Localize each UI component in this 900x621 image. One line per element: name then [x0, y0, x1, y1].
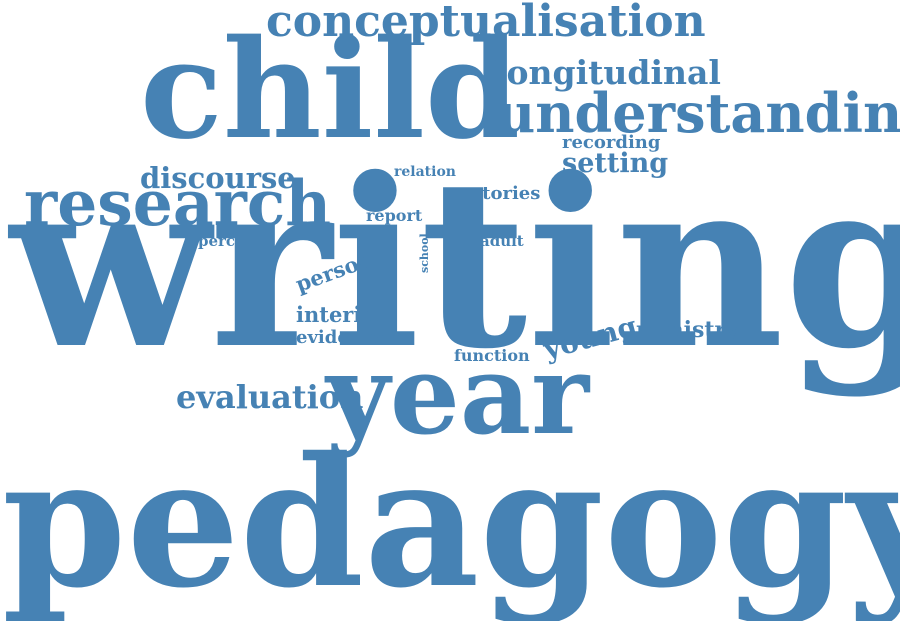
word-setting: setting	[562, 148, 669, 179]
word-function: function	[454, 346, 530, 365]
word-interim: interim	[296, 302, 384, 327]
word-research: research	[24, 166, 332, 240]
word-evaluation: evaluation	[176, 378, 364, 416]
word-adult: adult	[480, 232, 524, 250]
word-recording: recording	[562, 132, 661, 153]
word-evidence: evidence	[296, 327, 385, 348]
word-conceptualisation: conceptualisation	[266, 0, 706, 47]
word-ministry: ministry	[636, 317, 739, 343]
word-pedagogy: pedagogy	[2, 418, 900, 621]
word-discourse: discourse	[140, 161, 296, 195]
word-child: child	[140, 10, 521, 170]
word-year: year	[326, 330, 590, 459]
word-stories: stories	[472, 183, 541, 204]
word-perceive: perceive	[198, 232, 269, 250]
word-report: report	[366, 206, 423, 225]
word-relation: relation	[394, 164, 456, 180]
word-longitudinal: longitudinal	[494, 53, 721, 92]
word-understanding: understanding	[496, 81, 900, 145]
word-writing: writing	[10, 127, 900, 400]
